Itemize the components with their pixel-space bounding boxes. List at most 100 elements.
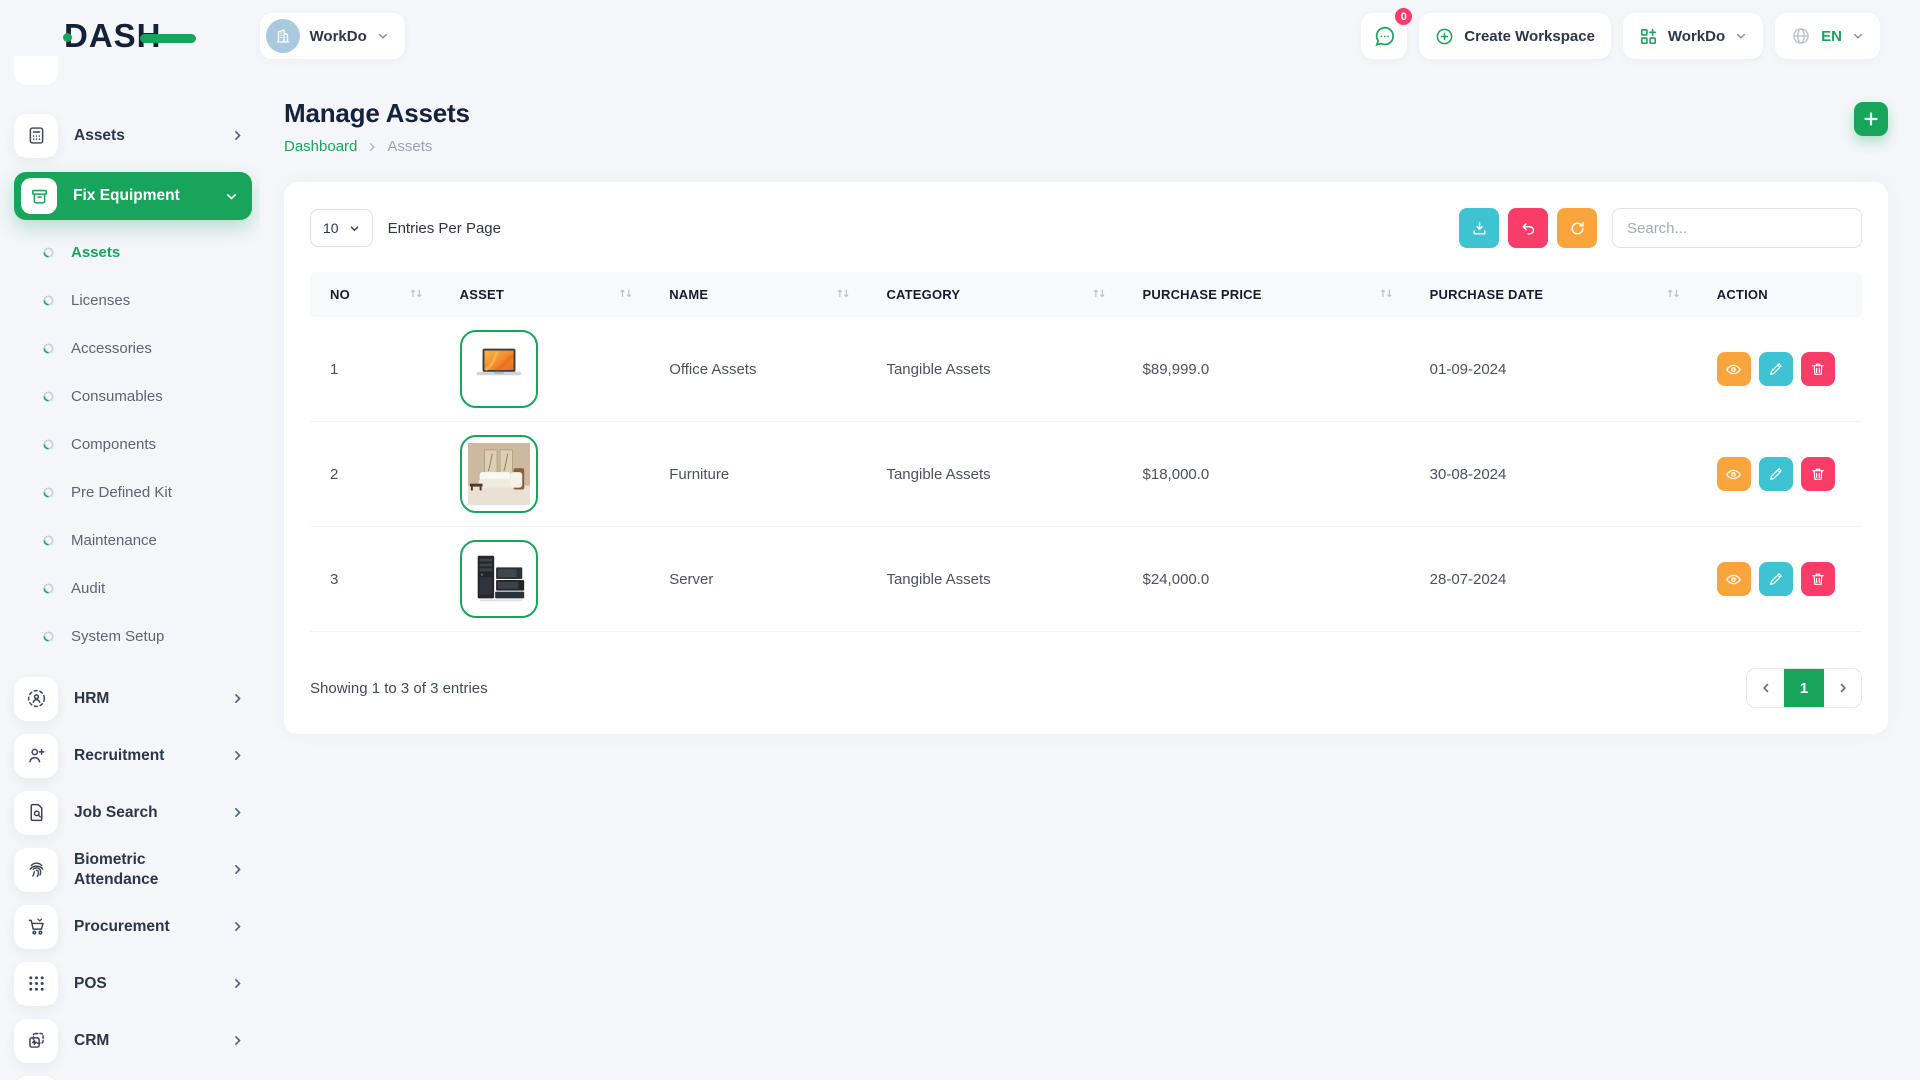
submenu-item-maintenance[interactable]: Maintenance	[14, 516, 252, 564]
apps-menu-button[interactable]: WorkDo	[1622, 13, 1764, 59]
edit-button[interactable]	[1758, 457, 1793, 491]
pagination-prev-button[interactable]	[1747, 669, 1784, 707]
sidebar-item-fix-equipment[interactable]: Fix Equipment	[14, 172, 252, 220]
sidebar-item-label: Procurement	[74, 917, 170, 935]
workspace-name: WorkDo	[309, 27, 367, 45]
main-content: Manage Assets Dashboard Assets 10 Entrie…	[260, 72, 1920, 1080]
view-button[interactable]	[1716, 457, 1751, 491]
building-icon	[276, 29, 289, 43]
submenu-item-licenses[interactable]: Licenses	[14, 276, 252, 324]
shopping-cart-icon	[14, 904, 58, 949]
sort-icon: ↑↓	[1378, 289, 1394, 300]
chevron-left-icon	[1762, 683, 1768, 693]
logo-bar-accent	[139, 34, 196, 43]
undo-button[interactable]	[1508, 208, 1548, 248]
sidebar-item-hrm[interactable]: HRM	[14, 670, 252, 727]
chevron-right-icon	[235, 694, 241, 703]
language-selector[interactable]: EN	[1775, 13, 1880, 59]
sidebar-item-sales[interactable]: Sales	[14, 1069, 252, 1080]
eye-icon	[1726, 469, 1742, 479]
pencil-icon	[1769, 468, 1782, 480]
fix-equipment-submenu: Assets Licenses Accessories Consumables …	[14, 228, 252, 660]
cell-purchase-date: 30-08-2024	[1419, 421, 1707, 527]
sort-icon: ↑↓	[1665, 289, 1681, 300]
cell-name: Office Assets	[659, 317, 877, 422]
column-header-asset[interactable]: ASSET ↑↓	[449, 272, 660, 317]
sidebar-item-biometric-attendance[interactable]: Biometric Attendance	[14, 841, 252, 898]
column-header-no[interactable]: NO ↑↓	[310, 272, 450, 317]
delete-button[interactable]	[1800, 352, 1835, 386]
globe-icon	[1793, 28, 1809, 44]
undo-arrow-icon	[1521, 222, 1534, 235]
column-header-purchase-date[interactable]: PURCHASE DATE ↑↓	[1419, 272, 1707, 317]
column-header-purchase-price[interactable]: PURCHASE PRICE ↑↓	[1132, 272, 1420, 317]
cell-no: 3	[310, 526, 450, 632]
bullet-icon	[43, 486, 54, 498]
submenu-item-pre-defined-kit[interactable]: Pre Defined Kit	[14, 468, 252, 516]
refresh-button[interactable]	[1557, 208, 1597, 248]
sidebar-item-crm[interactable]: CRM	[14, 1012, 252, 1069]
bullet-icon	[43, 582, 54, 594]
add-asset-button[interactable]	[1854, 102, 1888, 136]
chevron-down-icon	[378, 33, 387, 39]
table-row: 3	[310, 526, 1862, 632]
breadcrumb-separator-icon	[366, 141, 378, 153]
trash-icon	[1811, 363, 1824, 375]
dash-logo[interactable]: DASH	[63, 17, 196, 55]
sidebar-item-label: CRM	[74, 1031, 110, 1049]
delete-button[interactable]	[1800, 457, 1835, 491]
column-header-category[interactable]: CATEGORY ↑↓	[876, 272, 1133, 317]
submenu-item-accessories[interactable]: Accessories	[14, 324, 252, 372]
sidebar-item-assets[interactable]: Assets	[14, 107, 252, 164]
pagination-page-1[interactable]: 1	[1784, 669, 1824, 707]
user-plus-icon	[14, 733, 58, 778]
submenu-label: System Setup	[71, 627, 165, 645]
delete-button[interactable]	[1800, 562, 1835, 596]
column-header-action: ACTION	[1706, 272, 1862, 317]
sort-icon: ↑↓	[1091, 289, 1107, 300]
submenu-label: Maintenance	[71, 531, 157, 549]
submenu-label: Assets	[71, 243, 121, 261]
search-input[interactable]	[1612, 208, 1862, 248]
submenu-item-consumables[interactable]: Consumables	[14, 372, 252, 420]
submenu-item-audit[interactable]: Audit	[14, 564, 252, 612]
submenu-item-assets[interactable]: Assets	[14, 228, 252, 276]
cell-purchase-price: $24,000.0	[1132, 526, 1420, 632]
apps-menu-label: WorkDo	[1667, 27, 1726, 45]
sidebar-item-label: Fix Equipment	[73, 187, 180, 205]
export-button[interactable]	[1459, 208, 1499, 248]
entries-per-page-label: Entries Per Page	[387, 219, 501, 237]
view-button[interactable]	[1716, 562, 1751, 596]
submenu-item-components[interactable]: Components	[14, 420, 252, 468]
table-header-row: NO ↑↓ ASSET ↑↓ NAME ↑↓ CATEGORY ↑↓ PURCHASE …	[310, 272, 1862, 317]
download-icon	[1472, 221, 1486, 235]
receipt-icon	[14, 1075, 58, 1080]
workspace-selector[interactable]: WorkDo	[259, 13, 405, 59]
sidebar-item-clipped[interactable]	[14, 56, 252, 93]
plus-icon	[1864, 112, 1878, 126]
trash-icon	[1811, 468, 1824, 480]
edit-button[interactable]	[1758, 562, 1793, 596]
table-row: 2	[310, 421, 1862, 527]
edit-button[interactable]	[1758, 352, 1793, 386]
create-workspace-button[interactable]: Create Workspace	[1419, 13, 1611, 59]
entries-summary: Showing 1 to 3 of 3 entries	[310, 679, 488, 697]
pagination-next-button[interactable]	[1824, 669, 1861, 707]
sidebar-item-label: HRM	[74, 689, 110, 707]
entries-per-page-select[interactable]: 10	[310, 209, 373, 247]
sidebar-item-recruitment[interactable]: Recruitment	[14, 727, 252, 784]
refresh-icon	[1570, 221, 1584, 234]
sidebar-item-procurement[interactable]: Procurement	[14, 898, 252, 955]
bullet-icon	[43, 390, 54, 402]
breadcrumb-dashboard-link[interactable]: Dashboard	[284, 138, 358, 155]
messages-button[interactable]: 0	[1361, 6, 1415, 59]
sidebar-item-job-search[interactable]: Job Search	[14, 784, 252, 841]
sidebar-item-pos[interactable]: POS	[14, 955, 252, 1012]
submenu-item-system-setup[interactable]: System Setup	[14, 612, 252, 660]
asset-image-server	[459, 540, 538, 618]
view-button[interactable]	[1716, 352, 1751, 386]
assets-table: NO ↑↓ ASSET ↑↓ NAME ↑↓ CATEGORY ↑↓ PURCHASE …	[310, 272, 1862, 632]
plus-circle-icon	[1436, 28, 1453, 44]
hrm-icon	[14, 676, 58, 721]
column-header-name[interactable]: NAME ↑↓	[659, 272, 877, 317]
